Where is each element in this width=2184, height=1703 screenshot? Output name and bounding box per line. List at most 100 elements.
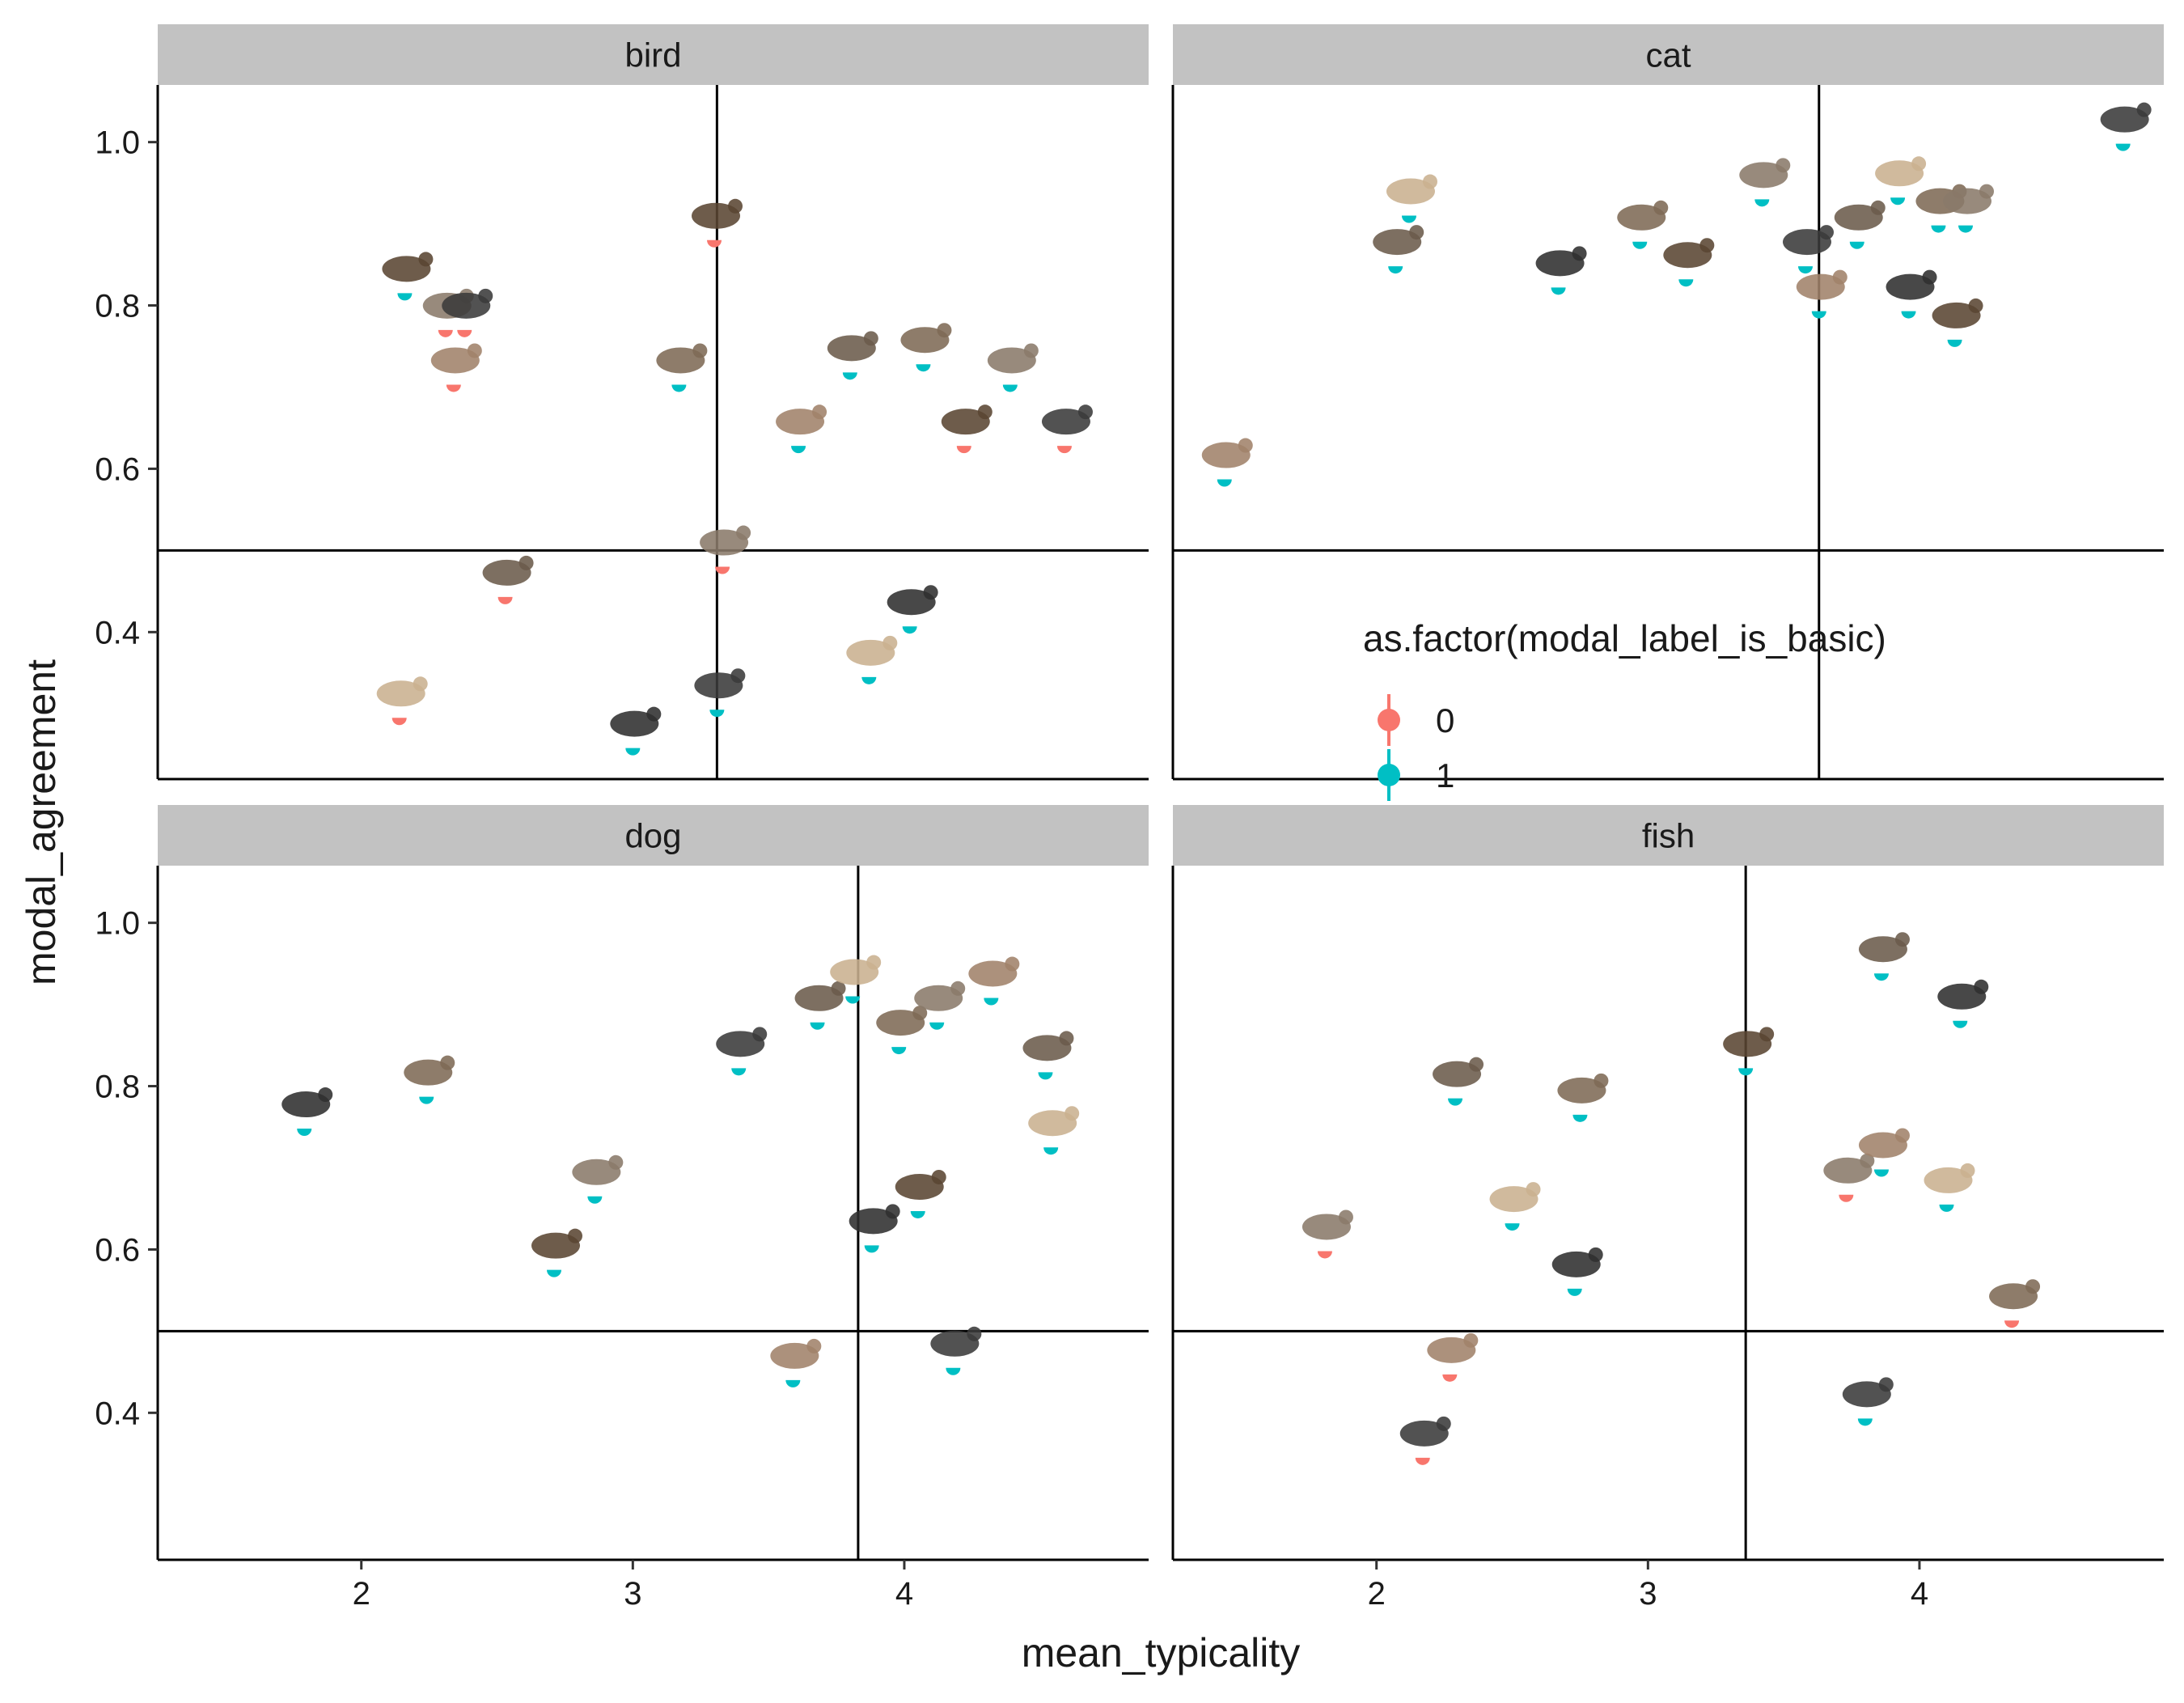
animal-thumbnail-head — [1338, 1209, 1353, 1225]
point-marker — [1572, 1114, 1588, 1122]
animal-thumbnail-head — [1818, 225, 1834, 240]
data-point — [700, 525, 751, 574]
animal-thumbnail-head — [2025, 1279, 2041, 1294]
data-point — [900, 323, 952, 372]
data-point — [572, 1154, 624, 1204]
animal-thumbnail-head — [912, 1006, 928, 1021]
animal-thumbnail-head — [1878, 1377, 1894, 1392]
animal-thumbnail — [849, 1208, 898, 1235]
x-axis-title: mean_typicality — [1022, 1630, 1301, 1675]
animal-thumbnail — [1782, 229, 1831, 256]
data-point — [987, 343, 1039, 392]
animal-thumbnail-head — [806, 1338, 822, 1354]
point-marker — [1056, 446, 1072, 454]
animal-thumbnail-head — [1594, 1073, 1609, 1088]
data-point — [770, 1338, 822, 1387]
animal-thumbnail-head — [1436, 1416, 1451, 1431]
animal-thumbnail-head — [977, 405, 993, 420]
animal-thumbnail — [430, 347, 480, 374]
point-marker — [457, 329, 472, 337]
data-point — [1739, 158, 1791, 207]
data-point — [876, 1006, 928, 1055]
animal-thumbnail — [1823, 1157, 1873, 1184]
data-point — [1201, 438, 1253, 487]
data-point — [382, 252, 434, 301]
animal-thumbnail — [1041, 409, 1090, 435]
animal-thumbnail — [656, 347, 705, 374]
animal-thumbnail — [1427, 1337, 1476, 1363]
point-marker — [2115, 143, 2131, 151]
animal-thumbnail-head — [1005, 956, 1020, 972]
animal-thumbnail — [1302, 1214, 1351, 1240]
legend: as.factor(modal_label_is_basic) 0 1 — [1363, 617, 1886, 801]
animal-thumbnail-head — [831, 981, 846, 996]
animal-thumbnail-head — [1572, 246, 1587, 261]
data-point — [1943, 184, 1994, 233]
data-point — [1041, 405, 1093, 454]
point-marker — [2004, 1320, 2020, 1328]
animal-thumbnail — [1858, 936, 1907, 963]
animal-thumbnail — [1937, 983, 1987, 1010]
point-marker — [785, 1379, 801, 1387]
point-marker — [1217, 479, 1232, 487]
point-marker — [446, 384, 461, 392]
legend-label: 1 — [1436, 756, 1454, 794]
data-point — [482, 555, 534, 604]
animal-thumbnail-head — [1870, 200, 1886, 215]
animal-thumbnail-head — [608, 1154, 624, 1170]
y-tick-label: 1.0 — [95, 906, 140, 942]
animal-thumbnail — [1842, 1381, 1891, 1408]
point-marker — [1947, 339, 1962, 347]
data-point — [1427, 1332, 1479, 1382]
data-point — [794, 981, 846, 1030]
animal-thumbnail-head — [440, 1055, 455, 1070]
point-marker — [891, 1047, 907, 1055]
data-point — [430, 343, 482, 392]
data-point — [2100, 102, 2152, 151]
data-point — [1433, 1057, 1484, 1106]
data-point — [1551, 1247, 1603, 1296]
animal-thumbnail — [876, 1010, 925, 1036]
point-marker — [1738, 1068, 1754, 1076]
point-marker — [946, 1367, 961, 1375]
animal-thumbnail — [1932, 302, 1981, 328]
animal-thumbnail — [382, 256, 431, 282]
point-marker — [1931, 225, 1946, 233]
point-marker — [1038, 1072, 1053, 1080]
point-marker — [864, 1245, 879, 1253]
animal-thumbnail-head — [1759, 1027, 1775, 1042]
x-tick-label: 4 — [1911, 1576, 1928, 1612]
animal-thumbnail — [1617, 204, 1666, 231]
y-tick-label: 0.4 — [95, 1396, 140, 1431]
animal-thumbnail — [914, 985, 963, 1011]
animal-thumbnail — [1924, 1167, 1973, 1193]
data-point — [1834, 200, 1886, 249]
data-point — [281, 1087, 333, 1137]
animal-thumbnail — [794, 985, 844, 1011]
data-point — [846, 635, 898, 684]
animal-thumbnail — [1489, 1186, 1539, 1213]
point-marker — [1043, 1147, 1059, 1155]
point-marker — [671, 384, 687, 392]
point-marker — [625, 748, 641, 756]
point-marker — [547, 1269, 561, 1277]
animal-thumbnail — [281, 1091, 331, 1118]
data-point — [895, 1169, 946, 1218]
point-marker — [1811, 311, 1826, 319]
y-tick-label: 0.6 — [95, 451, 140, 487]
point-marker — [1448, 1098, 1463, 1106]
animal-thumbnail-head — [1463, 1332, 1479, 1348]
point-marker — [1678, 279, 1694, 287]
point-marker — [1839, 1194, 1854, 1202]
animal-thumbnail-head — [1968, 298, 1983, 313]
data-point — [1858, 1128, 1910, 1177]
data-point — [1617, 200, 1669, 249]
animal-thumbnail-head — [1588, 1247, 1603, 1262]
data-point — [1723, 1027, 1775, 1076]
point-marker — [297, 1129, 312, 1137]
data-point — [442, 288, 493, 337]
point-marker — [1797, 266, 1813, 274]
point-marker — [916, 364, 931, 372]
point-marker — [1567, 1288, 1582, 1296]
animal-thumbnail-head — [467, 343, 482, 358]
